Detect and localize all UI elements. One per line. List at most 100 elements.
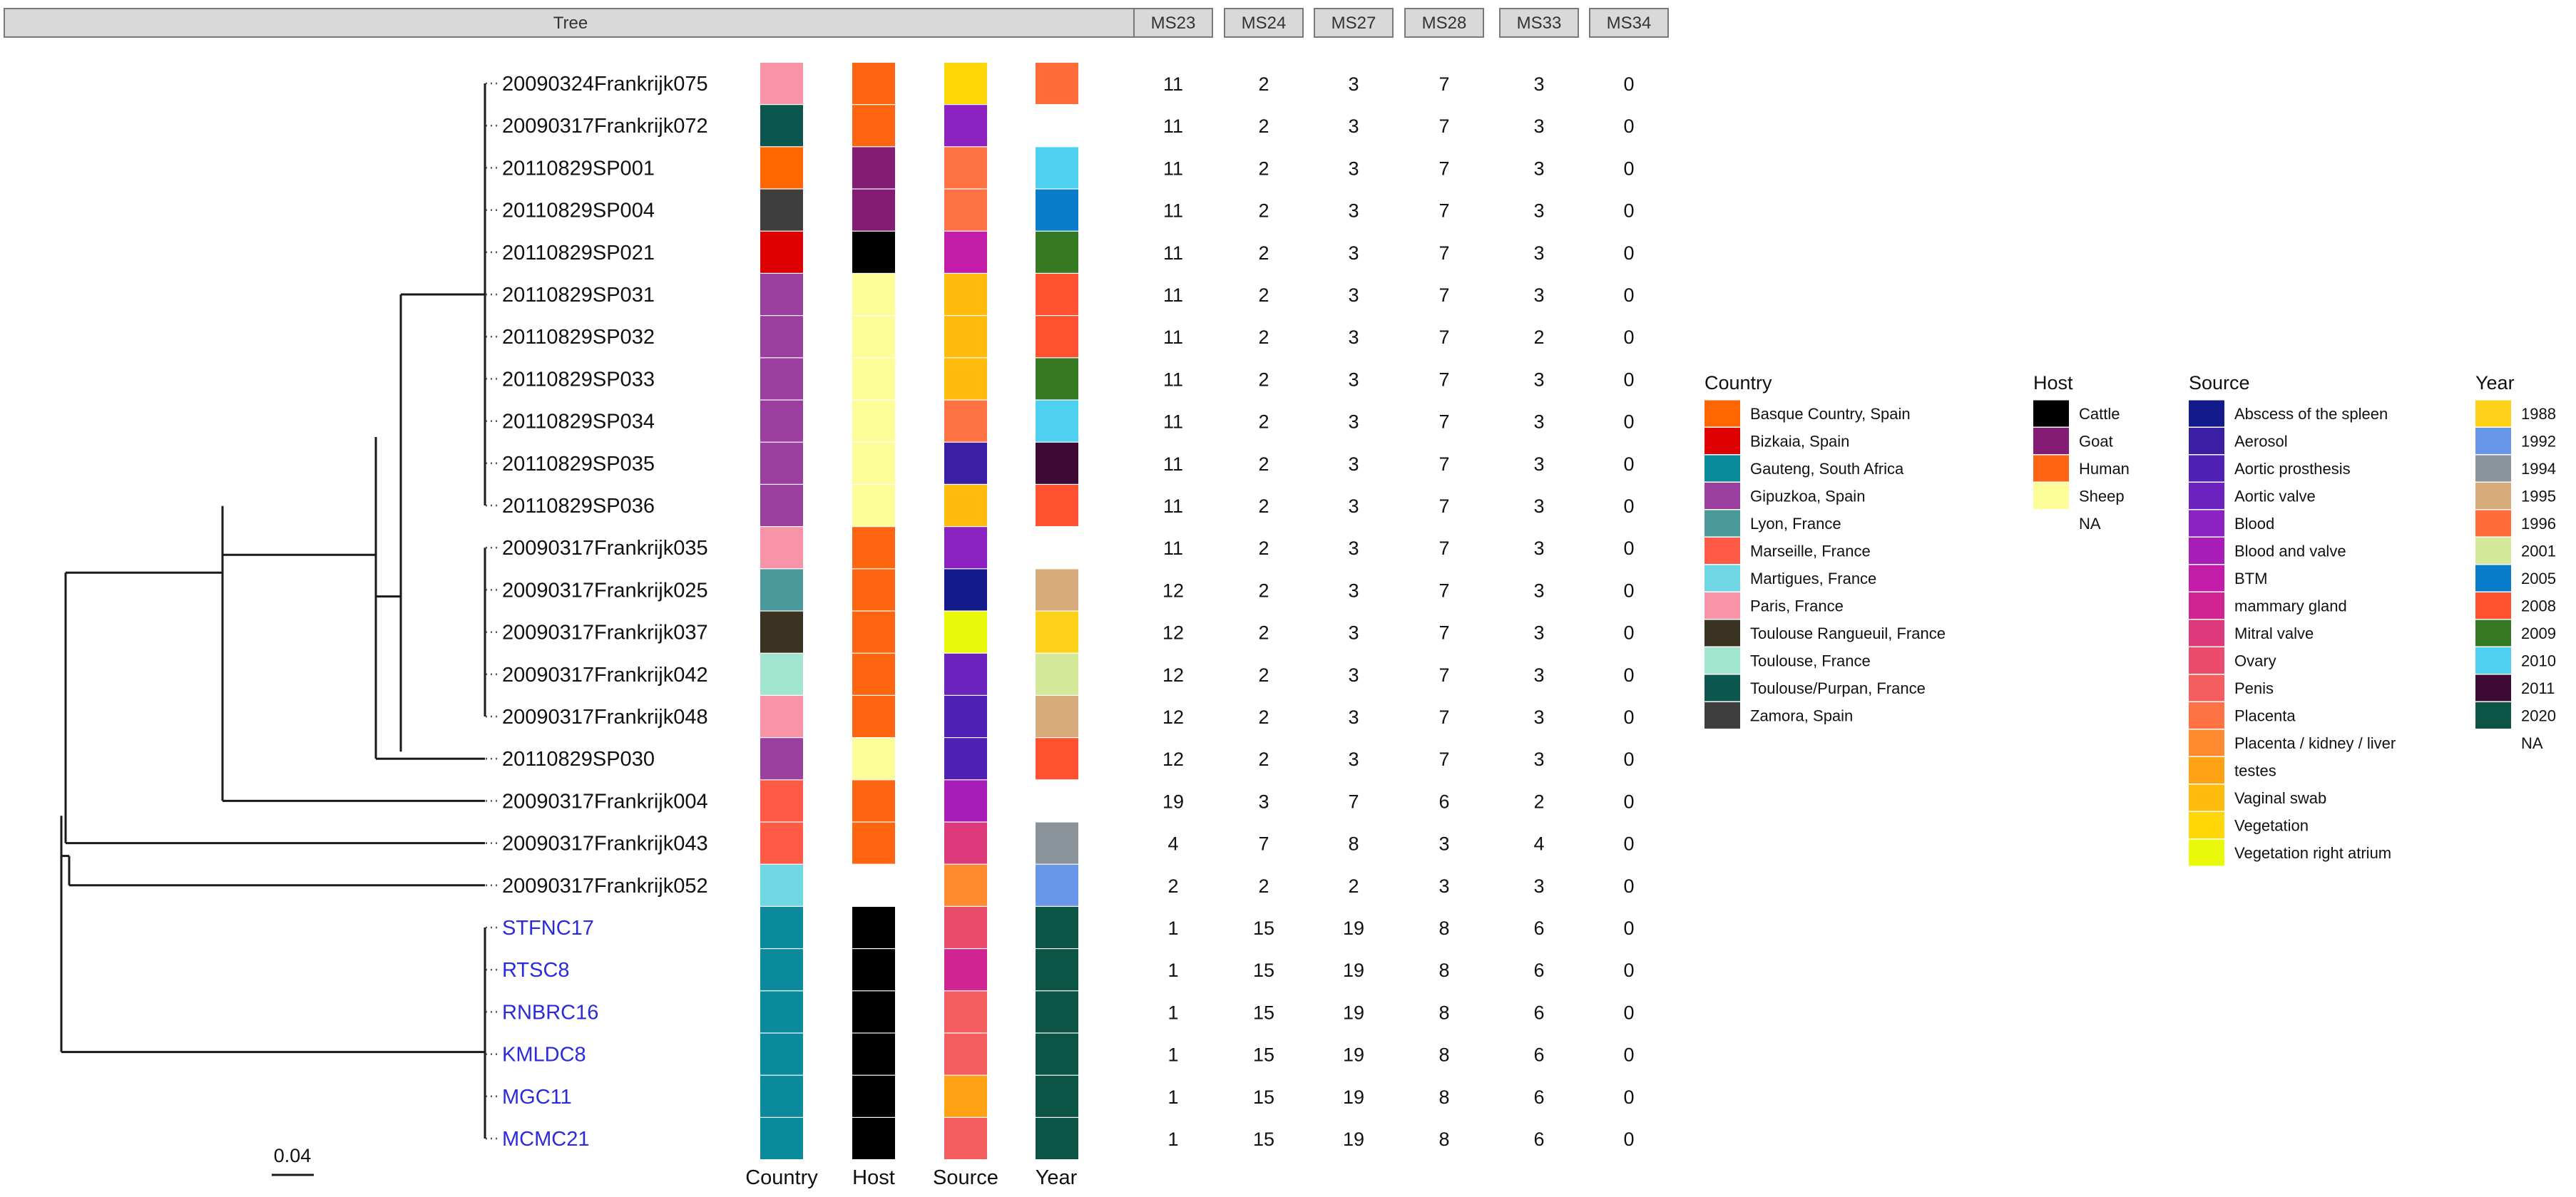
country-tile xyxy=(760,653,803,695)
year-tile xyxy=(1036,485,1078,526)
tip-label: MCMC21 xyxy=(502,1128,589,1151)
legend-swatch xyxy=(2033,400,2069,427)
legend-item-label: Gipuzkoa, Spain xyxy=(1750,488,1865,505)
legend-item-label: 1992 xyxy=(2521,433,2556,451)
ms-value: 2 xyxy=(1348,875,1359,897)
ms-value: 3 xyxy=(1348,411,1359,433)
legend-item-label: 1994 xyxy=(2521,460,2556,478)
legend-item-label: Human xyxy=(2079,460,2130,478)
year-tile xyxy=(1036,274,1078,315)
host-tile xyxy=(852,1033,895,1075)
legend-swatch xyxy=(2033,483,2069,509)
tip-label: 20090317Frankrijk025 xyxy=(502,579,708,602)
tip-label: 20110829SP035 xyxy=(502,453,655,476)
ms-value: 12 xyxy=(1162,622,1184,644)
ms-value: 12 xyxy=(1162,707,1184,728)
tip-20110829sp033: 20110829SP033 xyxy=(486,368,655,391)
ms-value: 0 xyxy=(1623,960,1634,981)
ms-value: 6 xyxy=(1533,918,1544,939)
tip-20090317frankrijk043: 20090317Frankrijk043 xyxy=(486,833,708,856)
country-tile xyxy=(760,147,803,189)
tip-20110829sp021: 20110829SP021 xyxy=(486,242,655,264)
ms-value: 6 xyxy=(1533,960,1544,981)
legend-swatch xyxy=(2033,428,2069,454)
source-tile xyxy=(944,1118,987,1159)
tip-20110829sp035: 20110829SP035 xyxy=(486,453,655,476)
ms-value: 0 xyxy=(1623,538,1634,559)
legend-item-label: Zamora, Spain xyxy=(1750,707,1853,725)
year-tile xyxy=(1036,1033,1078,1075)
host-tile xyxy=(852,231,895,273)
year-tile xyxy=(1036,991,1078,1033)
source-tile xyxy=(944,780,987,822)
host-tile xyxy=(852,696,895,737)
year-tile xyxy=(1036,611,1078,653)
ms-value: 2 xyxy=(1258,327,1269,348)
ms-values: 11 2 3 7 3 011 2 3 7 3 011 2 3 7 3 011 2 3 7 3 011 2 3 7 3 011 2 3 7… xyxy=(1162,73,1635,1150)
legend-swatch xyxy=(2189,483,2224,509)
ms-value: 3 xyxy=(1348,73,1359,95)
tip-label: 20090317Frankrijk035 xyxy=(502,537,708,560)
legend-item-label: mammary gland xyxy=(2234,597,2347,615)
ms-value: 6 xyxy=(1533,1002,1544,1023)
source-tile xyxy=(944,147,987,189)
legend-swatch xyxy=(2033,455,2069,482)
tip-label: 20090317Frankrijk052 xyxy=(502,875,708,898)
legend-item-label: Blood and valve xyxy=(2234,543,2346,560)
tip-label: 20110829SP033 xyxy=(502,368,655,391)
ms-value: 15 xyxy=(1253,960,1274,981)
ms-value: 2 xyxy=(1258,495,1269,517)
ms-value: 3 xyxy=(1533,707,1544,728)
source-tile xyxy=(944,907,987,948)
source-tile xyxy=(944,527,987,569)
ms-value: 7 xyxy=(1348,791,1359,812)
ms-value: 0 xyxy=(1623,749,1634,770)
ms-value: 0 xyxy=(1623,1129,1634,1150)
year-tile xyxy=(1036,231,1078,273)
legend-swatch xyxy=(1704,538,1740,564)
ms-value: 1 xyxy=(1167,960,1178,981)
country-tile xyxy=(760,991,803,1033)
legend-swatch xyxy=(2475,510,2511,537)
tree-header: Tree xyxy=(4,8,1138,38)
host-tile xyxy=(852,105,895,147)
tip-20110829sp032: 20110829SP032 xyxy=(486,326,655,349)
legend-swatch xyxy=(2189,592,2224,619)
tip-label: 20110829SP031 xyxy=(502,284,655,307)
legend-item-label: 2011 xyxy=(2521,679,2555,697)
host-tile xyxy=(852,485,895,526)
ms-value: 8 xyxy=(1438,1129,1449,1150)
tip-label: 20090317Frankrijk042 xyxy=(502,664,708,687)
ms-value: 3 xyxy=(1533,411,1544,433)
ms-value: 11 xyxy=(1163,453,1183,475)
tip-20110829sp001: 20110829SP001 xyxy=(486,157,655,180)
country-column-label: Country xyxy=(745,1166,818,1189)
legend-item-label: 2005 xyxy=(2521,570,2556,587)
ms-value: 7 xyxy=(1438,115,1449,137)
tip-mcmc21: MCMC21 xyxy=(486,1128,589,1151)
ms-value: 7 xyxy=(1438,622,1449,644)
ms-value: 3 xyxy=(1348,495,1359,517)
ms-value: 1 xyxy=(1167,1129,1178,1150)
year-tile xyxy=(1036,822,1078,864)
legend-item-label: Goat xyxy=(2079,433,2113,451)
country-tile xyxy=(760,527,803,569)
phylogenetic-tree xyxy=(60,83,486,1139)
legend-item-label: Mitral valve xyxy=(2234,625,2314,642)
country-tile xyxy=(760,1033,803,1075)
host-tile xyxy=(852,527,895,569)
ms-header-label: MS28 xyxy=(1422,14,1467,33)
source-tile xyxy=(944,991,987,1033)
ms-value: 3 xyxy=(1438,875,1449,897)
year-tile xyxy=(1036,358,1078,400)
ms-value: 2 xyxy=(1533,327,1544,348)
ms-value: 3 xyxy=(1533,369,1544,390)
country-tile xyxy=(760,822,803,864)
ms-value: 8 xyxy=(1438,1086,1449,1108)
ms-header-label: MS27 xyxy=(1332,14,1376,33)
country-tile xyxy=(760,274,803,315)
legend-item-label: 1996 xyxy=(2521,515,2556,533)
ms-value: 15 xyxy=(1253,1002,1274,1023)
country-tile xyxy=(760,696,803,737)
ms-value: 2 xyxy=(1258,622,1269,644)
